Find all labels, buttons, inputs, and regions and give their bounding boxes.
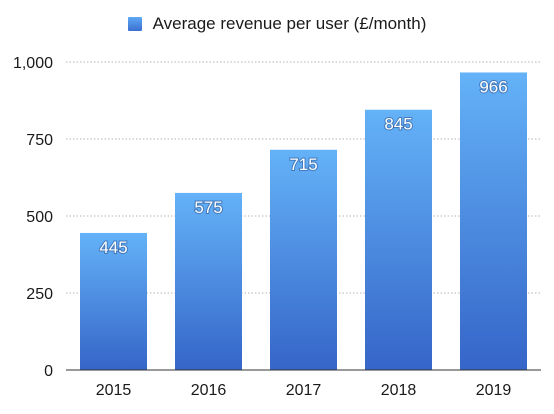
y-tick-label: 1,000	[13, 55, 53, 72]
x-tick-label: 2015	[96, 382, 132, 399]
legend-label: Average revenue per user (£/month)	[152, 14, 427, 33]
y-tick-label: 750	[26, 132, 53, 149]
bar	[460, 72, 527, 371]
bar	[80, 232, 147, 370]
y-tick-label: 250	[26, 286, 53, 303]
x-tick-label: 2016	[191, 382, 227, 399]
bar	[270, 149, 337, 370]
x-tick-label: 2018	[381, 382, 417, 399]
x-tick-label: 2019	[476, 382, 512, 399]
data-label: 845	[384, 115, 412, 134]
y-tick-label: 500	[26, 209, 53, 226]
bar	[365, 109, 432, 371]
legend: Average revenue per user (£/month)	[0, 14, 554, 34]
y-tick-label: 0	[44, 363, 53, 380]
legend-swatch	[127, 17, 142, 31]
data-label: 575	[194, 198, 222, 217]
data-label: 445	[99, 238, 127, 257]
bar	[175, 192, 242, 370]
x-tick-label: 2017	[286, 382, 322, 399]
data-label: 966	[479, 77, 507, 96]
data-label: 715	[289, 155, 317, 174]
